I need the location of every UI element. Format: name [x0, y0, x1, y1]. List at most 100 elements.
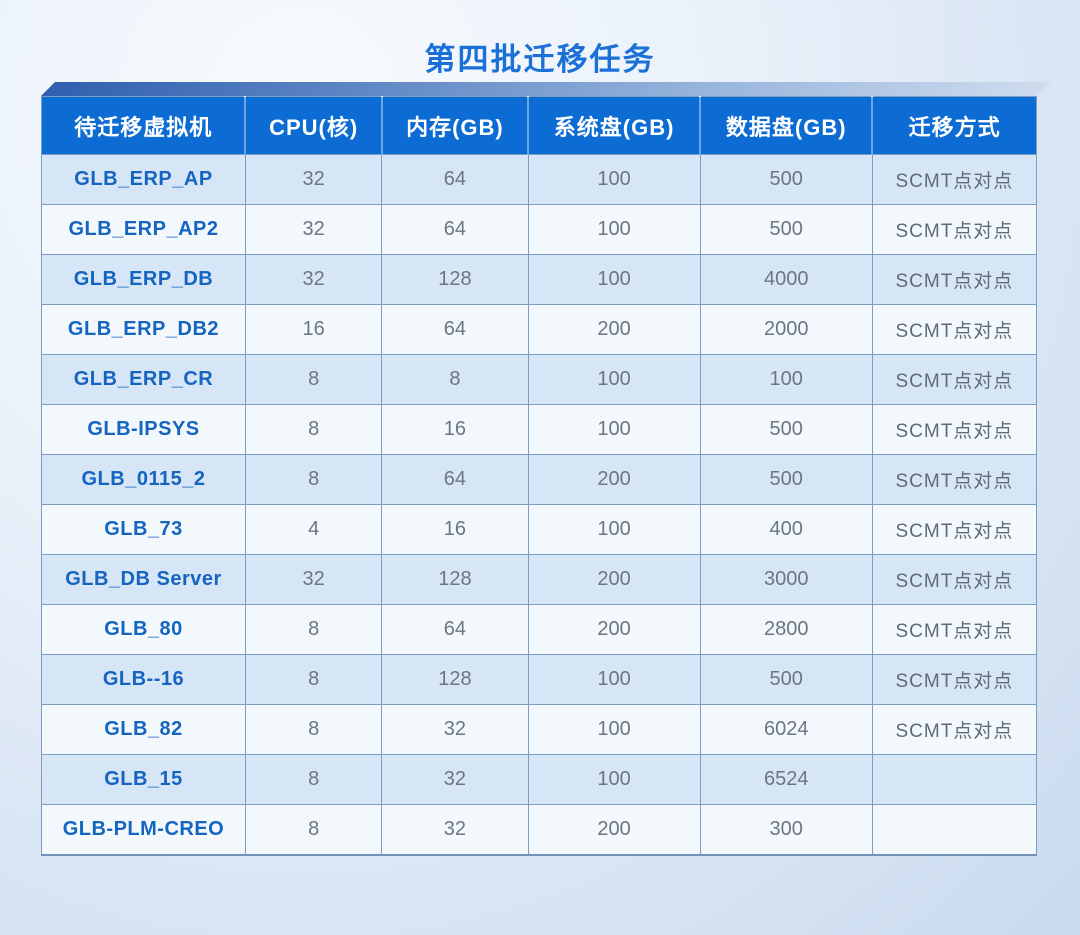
header-cell-1: CPU(核) [244, 96, 382, 155]
page-title: 第四批迁移任务 [424, 42, 656, 77]
header-cell-5: 迁移方式 [871, 96, 1037, 155]
vm-name-cell: GLB_ERP_DB [41, 254, 246, 305]
data-cell: 16 [381, 404, 529, 455]
data-cell: 32 [244, 254, 383, 305]
table-row: GLB_DB Server 32 128 200 3000 SCMT点对点 [41, 554, 1038, 605]
data-cell: 128 [381, 554, 529, 605]
data-cell: 64 [381, 154, 529, 205]
data-cell: 100 [527, 404, 701, 455]
table-header: 待迁移虚拟机 CPU(核) 内存(GB) 系统盘(GB) 数据盘(GB) 迁移方式 [41, 96, 1037, 155]
migration-method-cell: SCMT点对点 [871, 604, 1038, 655]
migration-method-cell: SCMT点对点 [871, 154, 1038, 205]
migration-table: 待迁移虚拟机 CPU(核) 内存(GB) 系统盘(GB) 数据盘(GB) 迁移方式 GLB… [41, 96, 1038, 856]
table-row: GLB-PLM-CREO 8 32 200 300 [41, 804, 1038, 855]
data-cell: 64 [381, 204, 529, 255]
migration-method-cell: SCMT点对点 [871, 704, 1038, 755]
header-cell-3: 系统盘(GB) [527, 96, 701, 155]
vm-name-cell: GLB-PLM-CREO [41, 804, 246, 855]
data-cell: 2000 [699, 304, 873, 355]
data-cell: 200 [527, 454, 701, 505]
table-row: GLB_ERP_DB2 16 64 200 2000 SCMT点对点 [41, 304, 1038, 355]
vm-name-cell: GLB_ERP_CR [41, 354, 246, 405]
data-cell: 500 [699, 654, 873, 705]
data-cell: 32 [244, 154, 383, 205]
data-cell: 64 [381, 304, 529, 355]
table-3d-lid [41, 82, 1051, 96]
table-row: GLB_82 8 32 100 6024 SCMT点对点 [41, 704, 1038, 755]
vm-name-cell: GLB_15 [41, 754, 246, 805]
data-cell: 8 [244, 454, 383, 505]
data-cell: 500 [699, 404, 873, 455]
data-cell: 16 [381, 504, 529, 555]
table-body: GLB_ERP_AP 32 64 100 500 SCMT点对点 GLB_ERP_AP2 32… [41, 154, 1038, 855]
data-cell: 8 [244, 704, 383, 755]
migration-method-cell: SCMT点对点 [871, 354, 1038, 405]
vm-name-cell: GLB--16 [41, 654, 246, 705]
vm-name-cell: GLB_ERP_AP2 [41, 204, 246, 255]
table-row: GLB_80 8 64 200 2800 SCMT点对点 [41, 604, 1038, 655]
data-cell: 8 [244, 354, 383, 405]
data-cell: 8 [244, 404, 383, 455]
table-row: GLB_ERP_AP 32 64 100 500 SCMT点对点 [41, 154, 1038, 205]
migration-method-cell: SCMT点对点 [871, 504, 1038, 555]
data-cell: 8 [244, 804, 383, 855]
table-row: GLB_ERP_DB 32 128 100 4000 SCMT点对点 [41, 254, 1038, 305]
data-cell: 32 [381, 754, 529, 805]
data-cell: 64 [381, 454, 529, 505]
data-cell: 100 [527, 504, 701, 555]
data-cell: 300 [699, 804, 873, 855]
table-row: GLB--16 8 128 100 500 SCMT点对点 [41, 654, 1038, 705]
migration-table-container: 待迁移虚拟机 CPU(核) 内存(GB) 系统盘(GB) 数据盘(GB) 迁移方式 GLB… [41, 82, 1051, 856]
table-row: GLB-IPSYS 8 16 100 500 SCMT点对点 [41, 404, 1038, 455]
data-cell: 32 [244, 204, 383, 255]
vm-name-cell: GLB_ERP_AP [41, 154, 246, 205]
data-cell: 32 [244, 554, 383, 605]
data-cell: 100 [699, 354, 873, 405]
migration-method-cell: SCMT点对点 [871, 204, 1038, 255]
data-cell: 2800 [699, 604, 873, 655]
vm-name-cell: GLB_73 [41, 504, 246, 555]
data-cell: 500 [699, 454, 873, 505]
migration-method-cell: SCMT点对点 [871, 454, 1038, 505]
data-cell: 32 [381, 704, 529, 755]
data-cell: 500 [699, 204, 873, 255]
header-cell-0: 待迁移虚拟机 [41, 96, 246, 155]
data-cell: 4000 [699, 254, 873, 305]
header-cell-2: 内存(GB) [380, 96, 529, 155]
data-cell: 8 [244, 654, 383, 705]
migration-method-cell: SCMT点对点 [871, 654, 1038, 705]
data-cell: 200 [527, 554, 701, 605]
vm-name-cell: GLB_0115_2 [41, 454, 246, 505]
data-cell: 100 [527, 754, 701, 805]
migration-method-cell: SCMT点对点 [871, 304, 1038, 355]
data-cell: 128 [381, 654, 529, 705]
data-cell: 400 [699, 504, 873, 555]
migration-method-cell: SCMT点对点 [871, 254, 1038, 305]
table-row: GLB_15 8 32 100 6524 [41, 754, 1038, 805]
vm-name-cell: GLB_DB Server [41, 554, 246, 605]
data-cell: 4 [244, 504, 383, 555]
table-row: GLB_73 4 16 100 400 SCMT点对点 [41, 504, 1038, 555]
data-cell: 100 [527, 204, 701, 255]
header-cell-4: 数据盘(GB) [699, 96, 873, 155]
data-cell: 128 [381, 254, 529, 305]
data-cell: 16 [244, 304, 383, 355]
vm-name-cell: GLB_80 [41, 604, 246, 655]
data-cell: 200 [527, 604, 701, 655]
migration-method-cell: SCMT点对点 [871, 554, 1038, 605]
data-cell: 8 [381, 354, 529, 405]
vm-name-cell: GLB_ERP_DB2 [41, 304, 246, 355]
data-cell: 32 [381, 804, 529, 855]
data-cell: 3000 [699, 554, 873, 605]
data-cell: 200 [527, 804, 701, 855]
migration-method-cell: SCMT点对点 [871, 404, 1038, 455]
data-cell: 100 [527, 654, 701, 705]
data-cell: 100 [527, 704, 701, 755]
migration-method-cell [871, 804, 1038, 855]
data-cell: 100 [527, 154, 701, 205]
data-cell: 6524 [699, 754, 873, 805]
data-cell: 8 [244, 604, 383, 655]
migration-method-cell [871, 754, 1038, 805]
data-cell: 100 [527, 254, 701, 305]
data-cell: 6024 [699, 704, 873, 755]
